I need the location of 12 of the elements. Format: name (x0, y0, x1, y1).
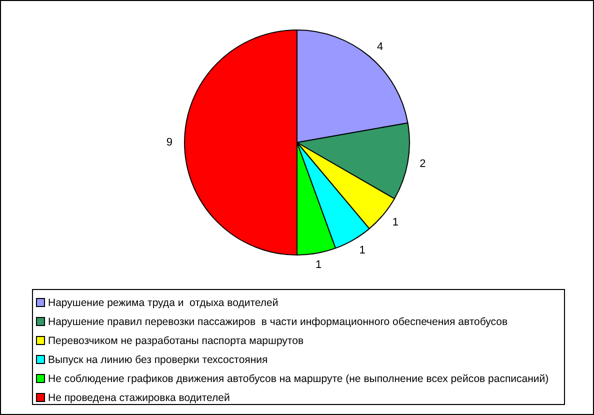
data-label: 9 (166, 136, 172, 149)
data-label: 2 (420, 158, 426, 170)
legend-label: Нарушение режима труда и отдыха водителей (48, 296, 278, 308)
data-label: 1 (359, 244, 366, 256)
legend-label: Перевозчиком не разработаны паспорта маршрутов (48, 334, 304, 346)
data-label: 1 (392, 216, 398, 229)
legend-label: Не соблюдение графиков движения автобусов на маршруте (не выполнение всех рейсов расписаний) (48, 372, 549, 384)
legend-label: Не проведена стажировка водителей (48, 392, 230, 404)
data-label: 1 (316, 259, 322, 272)
legend-label: Выпуск на линию без проверки техсостояния (48, 354, 268, 366)
legend-label: Нарушение правил перевозки пассажиров в части информационного обеспечения автобусов (48, 316, 508, 328)
data-label: 4 (377, 41, 384, 54)
